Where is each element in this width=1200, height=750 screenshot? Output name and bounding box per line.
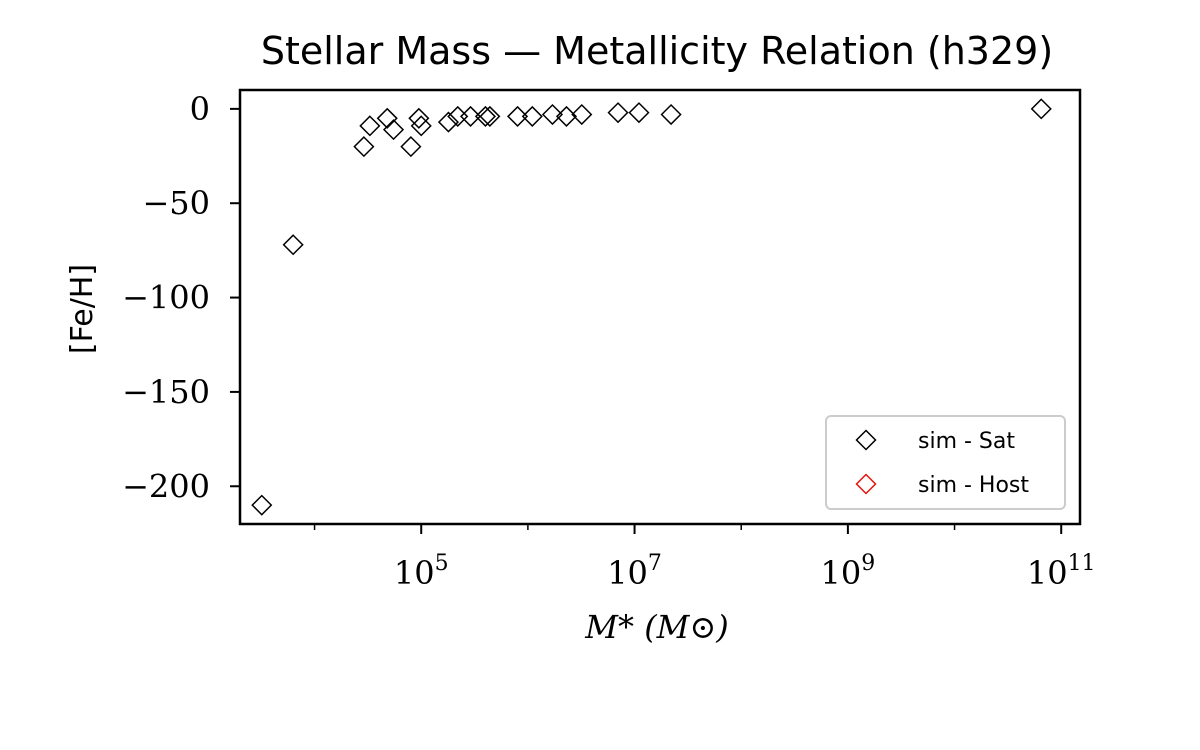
legend-marker xyxy=(855,473,877,495)
data-point xyxy=(282,234,304,256)
legend-box xyxy=(825,415,1066,510)
legend-label: sim - Host xyxy=(918,473,1029,498)
x-tick-label: 107 xyxy=(607,551,662,592)
x-tick-label: 1011 xyxy=(1027,551,1096,592)
legend-marker xyxy=(855,429,877,451)
plot-area: 105 107 109 1011 0 −50 −100 −150 −200 xyxy=(122,88,1096,592)
data-point xyxy=(376,107,398,129)
data-point xyxy=(410,115,432,137)
data-point xyxy=(251,494,273,516)
data-point xyxy=(541,103,564,126)
data-point xyxy=(506,105,529,127)
y-tick-label: −100 xyxy=(122,279,210,317)
data-point xyxy=(660,103,682,126)
y-tick-label: −150 xyxy=(122,373,210,411)
data-point xyxy=(382,119,405,141)
legend-label: sim - Sat xyxy=(918,429,1015,454)
data-point xyxy=(571,103,593,126)
data-point xyxy=(479,105,501,127)
data-point xyxy=(521,105,543,127)
data-point xyxy=(474,105,497,127)
axes-frame xyxy=(238,88,1082,526)
data-point xyxy=(400,136,422,158)
legend: sim - Sat sim - Host xyxy=(825,415,1066,510)
data-point xyxy=(437,111,460,133)
data-point xyxy=(459,105,482,127)
data-point xyxy=(359,115,381,137)
x-tick-label: 105 xyxy=(394,551,449,592)
y-axis-label: [Fe/H] xyxy=(65,264,100,354)
x-tick-label: 109 xyxy=(821,551,876,592)
data-point xyxy=(1030,98,1052,120)
x-axis-label: M* (M⊙) xyxy=(584,608,728,646)
y-tick-label: −50 xyxy=(142,184,210,222)
data-point xyxy=(607,102,629,124)
data-point xyxy=(628,102,650,124)
y-tick-label: −200 xyxy=(122,467,210,505)
chart-title: Stellar Mass — Metallicity Relation (h32… xyxy=(261,29,1053,73)
y-tick-label: 0 xyxy=(190,90,210,128)
data-point xyxy=(408,107,430,129)
data-point xyxy=(353,136,375,158)
